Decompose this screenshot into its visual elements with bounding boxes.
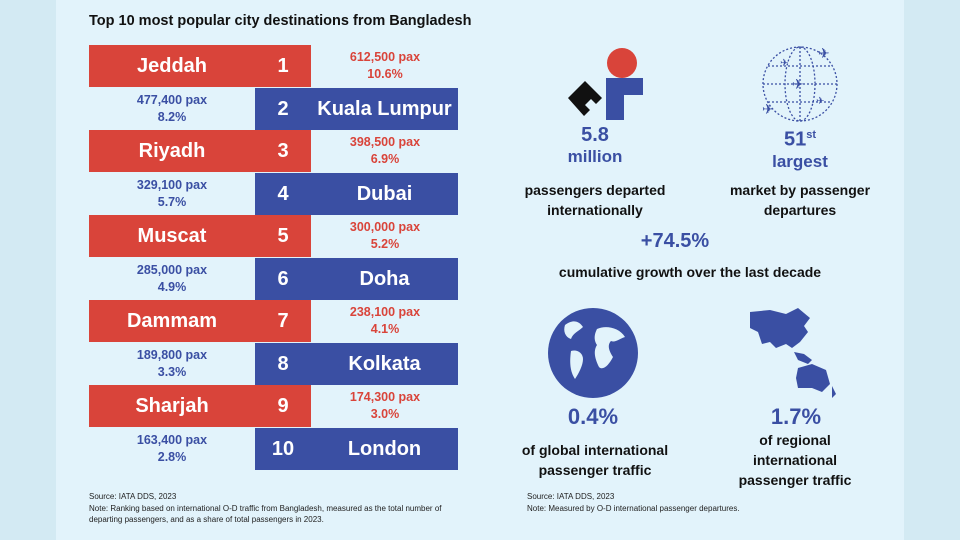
- world-globe-icon: [548, 308, 638, 398]
- pax-count: 477,400 pax: [136, 92, 208, 107]
- bar-rank-3: [89, 130, 311, 172]
- globe-planes-icon: ✈ ✈ ✈ ✈ ✈: [762, 46, 838, 122]
- city-name: Muscat: [137, 225, 207, 247]
- growth-label: cumulative growth over the last decade: [558, 264, 822, 280]
- passengers-number: 5.8: [581, 124, 609, 146]
- regional-label: of regional international passenger traf…: [738, 432, 852, 488]
- rank-number: 8: [277, 352, 289, 375]
- rank-unit: largest: [772, 151, 828, 171]
- pax-count: 300,000 pax: [349, 220, 421, 234]
- passengers-label: passengers departed internationally: [524, 182, 666, 218]
- pax-share: 10.6%: [367, 67, 403, 81]
- city-name: Kolkata: [348, 352, 421, 375]
- pax-value: 477,400 pax 8.2%: [89, 88, 255, 130]
- svg-text:✈: ✈: [792, 77, 804, 93]
- svg-text:✈: ✈: [816, 96, 824, 107]
- global-label: of global international passenger traffi…: [521, 442, 669, 478]
- pax-count: 174,300 pax: [349, 390, 421, 404]
- pax-count: 398,500 pax: [349, 135, 421, 149]
- bar-rank-8: [255, 342, 458, 385]
- asia-pacific-map-icon: [750, 308, 836, 398]
- pax-value: 300,000 pax 5.2%: [311, 215, 459, 257]
- pax-share: 6.9%: [370, 152, 400, 166]
- bar-rank-4: [255, 172, 458, 215]
- passengers-value: 5.8 million: [520, 124, 670, 168]
- bar-rank-10: [255, 427, 458, 470]
- right-note: Note: Measured by O-D international pass…: [527, 504, 740, 513]
- city-name: Doha: [359, 267, 410, 290]
- pax-value: 329,100 pax 5.7%: [89, 173, 255, 215]
- rank-number: 5: [277, 225, 289, 247]
- svg-text:✈: ✈: [780, 58, 788, 69]
- rank-label: market by passenger departures: [729, 182, 871, 218]
- rank-number: 6: [277, 267, 289, 290]
- rank-number: 1: [277, 55, 289, 77]
- left-note: Note: Ranking based on international O-D…: [89, 504, 442, 524]
- pax-value: 238,100 pax 4.1%: [311, 300, 459, 342]
- pax-share: 8.2%: [157, 109, 187, 124]
- pax-value: 398,500 pax 6.9%: [311, 130, 459, 172]
- svg-text:✈: ✈: [762, 102, 774, 118]
- city-name: Riyadh: [138, 140, 206, 162]
- pax-share: 5.7%: [157, 194, 187, 209]
- bar-rank-5: [89, 215, 311, 257]
- rank-number: 51: [783, 128, 807, 151]
- growth-value: +74.5%: [640, 230, 710, 252]
- pax-value: 174,300 pax 3.0%: [311, 385, 459, 427]
- rank-number: 3: [277, 140, 289, 162]
- regional-value: 1.7%: [770, 404, 822, 429]
- pax-count: 238,100 pax: [349, 305, 421, 319]
- pax-count: 163,400 pax: [136, 432, 208, 447]
- passengers-icon: [568, 48, 643, 120]
- bar-rank-1: [89, 45, 311, 87]
- city-name: Sharjah: [135, 395, 209, 417]
- city-name: Dubai: [356, 182, 413, 205]
- pax-count: 285,000 pax: [136, 262, 208, 277]
- rank-number: 9: [277, 395, 289, 417]
- city-name: Jeddah: [136, 55, 208, 77]
- global-value: 0.4%: [567, 404, 619, 429]
- page-title: Top 10 most popular city destinations fr…: [89, 13, 472, 29]
- left-source: Source: IATA DDS, 2023: [89, 492, 177, 501]
- pax-share: 5.2%: [370, 237, 400, 251]
- pax-value: 612,500 pax 10.6%: [311, 45, 459, 87]
- bar-rank-6: [255, 257, 458, 300]
- right-source: Source: IATA DDS, 2023: [527, 492, 615, 501]
- pax-count: 612,500 pax: [349, 50, 421, 64]
- rank-number: 4: [277, 182, 289, 205]
- bar-rank-2: [255, 87, 458, 130]
- pax-value: 189,800 pax 3.3%: [89, 343, 255, 385]
- city-name: Dammam: [126, 310, 218, 332]
- bar-rank-7: [89, 300, 311, 342]
- pax-share: 4.9%: [157, 279, 187, 294]
- rank-number: 10: [271, 437, 295, 460]
- rank-suffix: st: [806, 129, 817, 141]
- pax-share: 3.0%: [370, 407, 400, 421]
- city-name: London: [347, 437, 422, 460]
- pax-share: 4.1%: [370, 322, 400, 336]
- infographic-panel: [56, 0, 904, 540]
- bar-rank-9: [89, 385, 311, 427]
- passengers-unit: million: [567, 147, 623, 166]
- rank-number: 7: [277, 310, 289, 332]
- pax-value: 163,400 pax 2.8%: [89, 428, 255, 470]
- svg-text:✈: ✈: [818, 46, 830, 62]
- pax-count: 329,100 pax: [136, 177, 208, 192]
- rank-value: 51st largest: [720, 124, 880, 173]
- pax-share: 3.3%: [157, 364, 187, 379]
- rank-number: 2: [277, 97, 289, 120]
- pax-value: 285,000 pax 4.9%: [89, 258, 255, 300]
- pax-count: 189,800 pax: [136, 347, 208, 362]
- pax-share: 2.8%: [157, 449, 187, 464]
- city-name: Kuala Lumpur: [317, 97, 452, 120]
